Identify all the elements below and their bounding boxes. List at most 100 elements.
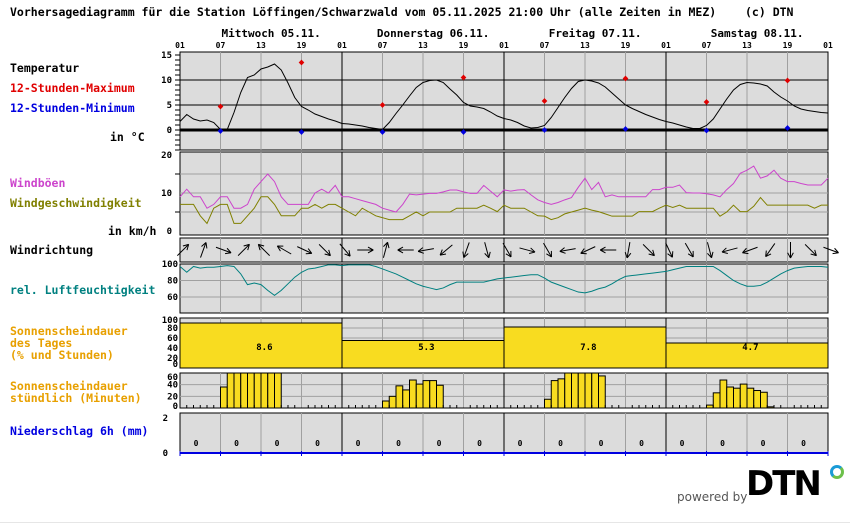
arrow-head (711, 251, 714, 258)
wind-direction-arrow-icon (215, 246, 232, 255)
arrow-head (484, 253, 490, 259)
arrow-head (186, 244, 190, 251)
sunshine-hourly-bar (726, 386, 734, 409)
sunshine-daily-tick-label: 80 (167, 324, 178, 334)
arrow-shaft (502, 242, 512, 258)
sunshine-hourly-tick-label: 60 (167, 373, 178, 383)
sunshine-hourly-bar (429, 380, 437, 409)
arrow-shaft (580, 246, 596, 254)
hour-tick-label: 01 (499, 41, 509, 50)
arrow-head (787, 252, 791, 259)
hour-tick-label: 19 (621, 41, 631, 50)
max-temperature-point (217, 103, 224, 110)
hour-tick-label: 13 (580, 41, 590, 50)
max-temperature-point (541, 98, 548, 104)
label-temp-unit: in °C (110, 130, 145, 144)
day-label: Freitag 07.11. (549, 27, 642, 40)
arrow-shaft (804, 243, 817, 257)
wind-direction-arrow-icon (706, 242, 714, 259)
arrow-head (439, 249, 443, 256)
wind-direction-arrow-icon (357, 246, 374, 254)
arrow-head (721, 247, 727, 253)
arrow-head (814, 249, 817, 256)
hour-tick-label: 01 (661, 41, 671, 50)
day-label: Samstag 08.11. (711, 27, 804, 40)
arrow-head (397, 249, 404, 254)
arrow-shaft (665, 242, 673, 258)
label-direction: Windrichtung (10, 243, 94, 257)
precipitation-value-label: 0 (437, 439, 442, 448)
arrow-head (462, 251, 465, 258)
arrow-shaft (237, 243, 250, 257)
precipitation-value-label: 0 (639, 439, 644, 448)
arrow-shaft (765, 243, 776, 257)
wind-direction-arrow-icon (600, 246, 617, 254)
label-speed: Windgeschwindigkeit (10, 196, 142, 210)
arrow-shaft (257, 243, 271, 257)
temperature-tick-label: 5 (167, 101, 172, 111)
arrow-head (257, 244, 261, 251)
precipitation-value-label: 0 (396, 439, 401, 448)
arrow-head (600, 249, 606, 254)
label-precip: Niederschlag 6h (mm) (10, 424, 149, 438)
wind-tick-label: 20 (161, 151, 172, 161)
precipitation-value-label: 0 (356, 439, 361, 448)
arrow-head (417, 250, 424, 254)
sunshine-hourly-bar (544, 398, 552, 409)
sunshine-hourly-bar (422, 380, 431, 409)
arrow-head (707, 253, 712, 259)
wind-direction-arrow-icon (580, 246, 596, 255)
wind-direction-arrow-icon (543, 242, 552, 258)
hour-tick-label: 01 (823, 41, 833, 50)
arrow-head (546, 253, 552, 258)
arrow-head (721, 251, 728, 254)
arrow-shaft (297, 246, 312, 254)
arrow-head (276, 245, 281, 252)
sunshine-hourly-bar (247, 372, 255, 409)
arrow-head (247, 244, 250, 251)
hour-tick-label: 07 (702, 41, 712, 50)
arrow-head (580, 248, 585, 254)
max-temperature-point (379, 102, 386, 108)
precipitation-value-label: 0 (477, 439, 482, 448)
sunshine-hourly-bar (240, 372, 248, 409)
wind-direction-arrow-icon (297, 246, 313, 255)
arrow-head (488, 251, 491, 258)
wind-direction-arrow-icon (276, 245, 292, 255)
wind-direction-arrow-icon (642, 243, 655, 257)
arrow-head (652, 249, 655, 256)
copyright: (c) DTN (745, 5, 794, 19)
sunshine-daily-hours-label: 8.6 (256, 343, 272, 353)
temperature-tick-label: 0 (167, 126, 172, 136)
sunshine-hourly-bar (753, 390, 761, 409)
wind-direction-arrow-icon (397, 246, 414, 254)
hour-tick-label: 19 (459, 41, 469, 50)
arrow-shaft (318, 243, 331, 257)
sunshine-hourly-bar (382, 400, 390, 409)
sunshine-daily-tick-label: 0 (173, 360, 178, 370)
arrow-head (417, 247, 424, 252)
arrow-head (182, 243, 189, 247)
arrow-head (832, 252, 839, 255)
wind-direction-arrow-icon (804, 243, 817, 257)
sunshine-hourly-bar (571, 372, 579, 409)
arrow-head (626, 252, 632, 259)
arrow-head (810, 253, 817, 257)
sunshine-hourly-bar (274, 372, 282, 409)
sunshine-hourly-bar (557, 378, 566, 409)
footer-divider (0, 522, 850, 523)
arrow-shaft (543, 242, 552, 258)
precipitation-value-label: 0 (761, 439, 766, 448)
arrow-shaft (706, 242, 713, 258)
arrow-shaft (339, 243, 351, 257)
arrow-shaft (215, 246, 232, 254)
arrow-head (530, 247, 536, 253)
sunshine-hourly-tick-label: 40 (167, 381, 178, 391)
sunshine-hourly-bar (260, 372, 269, 409)
arrow-head (559, 247, 565, 252)
wind-tick-label: 0 (167, 227, 172, 237)
label-humidity: rel. Luftfeuchtigkeit (10, 283, 156, 297)
min-temperature-point (460, 129, 467, 135)
precipitation-value-label: 0 (680, 439, 685, 448)
arrow-head (205, 242, 208, 249)
